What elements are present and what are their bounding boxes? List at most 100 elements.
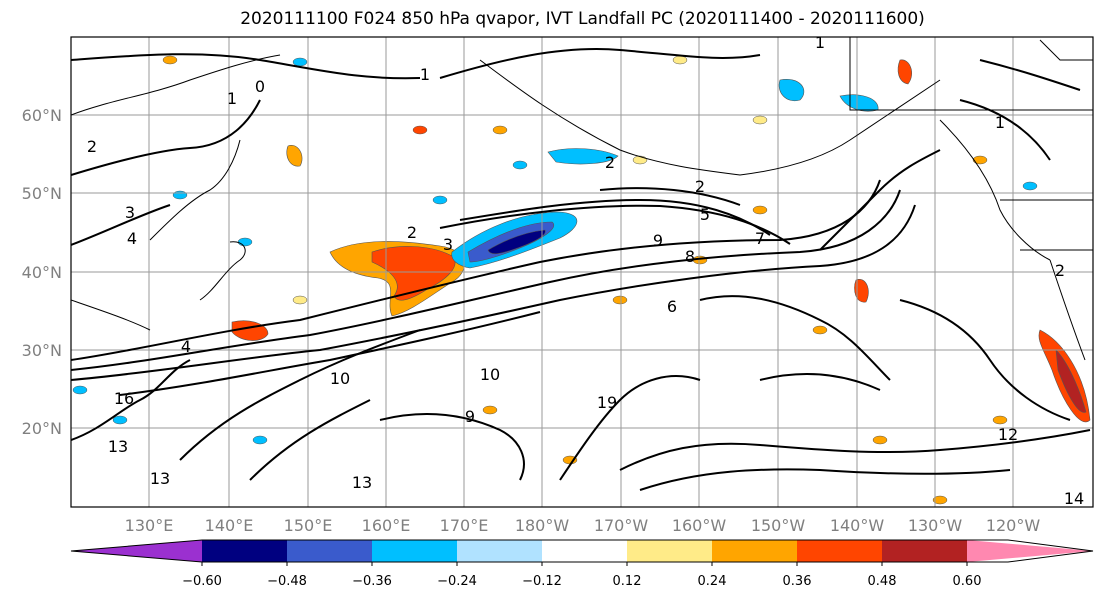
colorbar-tick-label: 0.12 (613, 574, 642, 589)
colorbar-tick-label: −0.12 (522, 574, 562, 589)
shading-speck (162, 55, 178, 65)
shading-speck (812, 325, 828, 335)
lat-label: 60°N (22, 106, 62, 125)
lon-label: 160°E (362, 516, 411, 535)
contour-label: 1 (227, 89, 237, 108)
shading-speck (492, 125, 508, 135)
colorbar-tick-label: −0.60 (182, 574, 222, 589)
colorbar-segment (882, 540, 967, 562)
contour-label: 16 (114, 389, 134, 408)
map-title: 2020111100 F024 850 hPa qvapor, IVT Land… (240, 9, 925, 29)
colorbar-tick-label: −0.36 (352, 574, 392, 589)
shading-speck (972, 155, 988, 165)
ivt-contour (71, 204, 171, 246)
ivt-contour (249, 399, 371, 481)
lon-label: 130°E (125, 516, 174, 535)
contour-label: 13 (150, 469, 170, 488)
colorbar-segment (712, 540, 797, 562)
shading-speck (412, 125, 428, 135)
contour-label: 2 (605, 153, 615, 172)
contour-label: 19 (597, 393, 617, 412)
shading-speck (752, 115, 768, 125)
ivt-contour (699, 295, 891, 381)
ivt-contour (959, 99, 1051, 161)
contour-label: 13 (108, 437, 128, 456)
lat-label: 50°N (22, 184, 62, 203)
shading-patch (897, 59, 912, 85)
shading-speck (72, 385, 88, 395)
shading-speck (932, 495, 948, 505)
contour-label: 9 (653, 231, 663, 250)
colorbar-tick-label: −0.24 (437, 574, 477, 589)
ivt-contour (71, 359, 191, 441)
shading-speck (172, 190, 188, 200)
contour-label: 1 (420, 65, 430, 84)
ivt-contour (899, 299, 1071, 421)
lon-label: 150°E (284, 516, 333, 535)
shading-speck (292, 57, 308, 67)
ivt-contour (639, 468, 1011, 491)
shading-speck (112, 415, 128, 425)
ivt-contour (379, 413, 525, 481)
contour-label: 2 (87, 137, 97, 156)
ivt-contour (439, 48, 761, 79)
shading-speck (482, 405, 498, 415)
lat-label: 20°N (22, 419, 62, 438)
lon-label: 130°W (908, 516, 963, 535)
shading-speck (252, 435, 268, 445)
colorbar-segment (627, 540, 712, 562)
shading-speck (872, 435, 888, 445)
coastline (1049, 259, 1086, 361)
coastline (149, 139, 241, 241)
contour-label: 13 (352, 473, 372, 492)
contour-label: 7 (755, 229, 765, 248)
lon-label: 160°W (672, 516, 727, 535)
coastline (199, 241, 246, 301)
colorbar-extend-min (71, 540, 202, 562)
lon-label: 140°W (830, 516, 885, 535)
shading-patch (547, 148, 619, 165)
shading-speck (432, 195, 448, 205)
contour-label: 6 (667, 297, 677, 316)
coastline (849, 37, 1093, 111)
lat-label: 40°N (22, 263, 62, 282)
colorbar-segment (797, 540, 882, 562)
contour-label: 4 (181, 337, 191, 356)
colorbar-segment (202, 540, 287, 562)
ivt-contour (619, 429, 1091, 471)
contour-label: 3 (443, 235, 453, 254)
shading-patch (1055, 349, 1087, 413)
colorbar-tick-label: 0.60 (953, 574, 982, 589)
shading-speck (237, 237, 253, 247)
lon-label: 170°E (440, 516, 489, 535)
ivt-contour (71, 53, 421, 80)
contour-label: 2 (1055, 261, 1065, 280)
contour-label: 3 (125, 203, 135, 222)
contour-label: 10 (480, 365, 500, 384)
contour-label: 12 (998, 425, 1018, 444)
lon-label: 150°W (751, 516, 806, 535)
contour-label: 0 (255, 77, 265, 96)
coastline (71, 54, 281, 116)
colorbar-tick-label: −0.48 (267, 574, 307, 589)
coastline (939, 119, 1051, 261)
shading-speck (752, 205, 768, 215)
map-frame (70, 36, 1094, 508)
coastline (1039, 39, 1093, 61)
colorbar-segment (287, 540, 372, 562)
shading-patch (778, 79, 805, 102)
coastline (71, 299, 151, 331)
contour-label: 14 (1064, 489, 1084, 508)
contour-label: 1 (995, 113, 1005, 132)
shading-patch (854, 279, 869, 303)
coastline (479, 59, 941, 176)
ivt-contour (71, 99, 261, 176)
shading-speck (292, 295, 308, 305)
shading-speck (672, 55, 688, 65)
contour-label: 9 (465, 407, 475, 426)
colorbar-extend-max (967, 540, 1093, 562)
lon-label: 140°E (205, 516, 254, 535)
ivt-contour (599, 187, 741, 206)
contour-label: 2 (407, 223, 417, 242)
